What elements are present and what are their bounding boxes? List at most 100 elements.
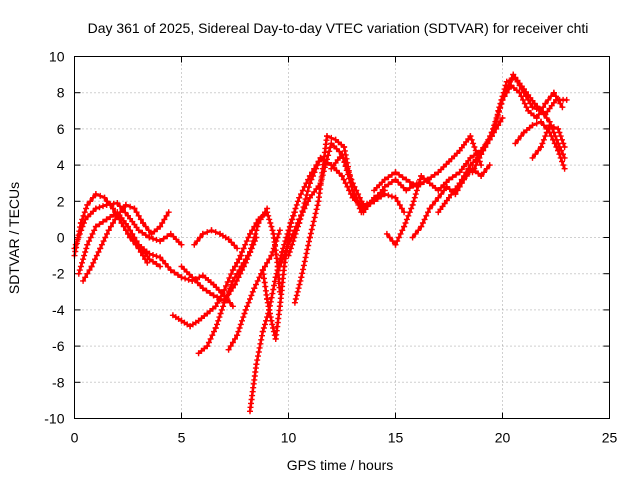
data-point-marker [293, 227, 300, 234]
data-point-marker [308, 226, 315, 233]
data-point-marker [394, 238, 401, 245]
data-point-marker [401, 223, 408, 230]
data-point-marker [291, 299, 298, 306]
data-point-marker [223, 283, 229, 289]
data-point-marker [262, 263, 268, 270]
data-point-marker [478, 162, 485, 169]
data-point-marker [122, 201, 129, 208]
data-point-marker [146, 256, 153, 263]
data-point-marker [241, 310, 248, 317]
data-point-marker [398, 205, 405, 212]
data-point-marker [340, 154, 347, 161]
data-point-marker [157, 263, 164, 270]
data-point-marker [412, 230, 419, 237]
series-trace-3 [80, 201, 172, 284]
data-point-marker [491, 122, 498, 129]
data-point-marker [215, 317, 222, 324]
data-point-marker [298, 212, 305, 219]
data-point-marker [251, 285, 258, 292]
data-point-marker [308, 176, 315, 183]
data-point-marker [341, 147, 348, 154]
data-point-marker [226, 275, 233, 281]
data-point-marker [298, 191, 304, 198]
data-point-marker [212, 229, 219, 236]
data-point-marker [238, 263, 245, 270]
data-point-marker [127, 227, 134, 234]
data-point-marker [346, 187, 353, 194]
data-point-marker [232, 263, 238, 270]
data-point-marker [266, 306, 273, 313]
data-point-marker [165, 209, 172, 216]
data-point-marker [140, 220, 146, 226]
data-point-marker [82, 249, 89, 255]
data-point-marker [303, 250, 310, 257]
data-point-marker [224, 279, 231, 285]
data-point-marker [411, 194, 418, 201]
data-point-marker [307, 230, 314, 237]
data-point-marker [229, 339, 236, 346]
data-point-marker [392, 194, 399, 201]
data-point-marker [100, 218, 106, 225]
data-point-marker [239, 317, 245, 324]
data-point-marker [237, 252, 244, 259]
data-point-marker [276, 227, 283, 234]
data-point-marker [426, 205, 433, 212]
data-point-marker [483, 165, 490, 172]
data-point-marker [174, 271, 181, 278]
data-point-marker [273, 270, 280, 277]
data-point-marker [249, 227, 256, 234]
data-point-marker [252, 230, 259, 237]
data-point-marker [349, 180, 356, 187]
data-point-marker [497, 100, 504, 107]
data-point-marker [461, 173, 467, 179]
data-point-marker [81, 209, 88, 216]
data-point-marker [486, 162, 493, 169]
data-point-marker [449, 174, 456, 181]
data-point-marker [405, 212, 412, 219]
data-point-marker [112, 216, 119, 223]
data-point-marker [145, 227, 152, 234]
data-point-marker [264, 259, 271, 266]
series-trace-25 [529, 122, 568, 161]
data-point-marker [533, 120, 540, 127]
data-point-marker [93, 252, 100, 259]
data-point-marker [396, 201, 403, 208]
y-tick-label: 0 [57, 230, 65, 246]
data-point-marker [555, 96, 562, 103]
data-point-marker [305, 242, 312, 249]
data-point-marker [153, 261, 160, 267]
data-point-marker [408, 205, 415, 212]
data-point-marker [80, 256, 87, 263]
data-point-marker [253, 220, 260, 226]
data-point-marker [217, 310, 224, 317]
data-point-marker [227, 285, 233, 292]
data-point-marker [249, 241, 256, 248]
plot-frame [74, 56, 610, 419]
data-point-marker [270, 325, 277, 331]
data-point-marker [204, 343, 211, 350]
data-point-marker [101, 194, 108, 201]
data-point-marker [268, 317, 275, 324]
data-point-marker [563, 96, 570, 103]
data-point-marker [162, 260, 169, 267]
data-point-marker [360, 201, 367, 208]
data-point-marker [550, 136, 556, 143]
data-point-marker [274, 267, 281, 274]
data-point-marker [159, 220, 166, 226]
data-point-marker [538, 144, 544, 150]
data-point-marker [471, 165, 478, 172]
data-point-marker [229, 303, 236, 310]
data-point-marker [245, 234, 252, 241]
data-point-marker [421, 216, 428, 223]
data-point-marker [403, 216, 410, 223]
series-trace-6 [169, 252, 245, 330]
data-point-marker [425, 209, 431, 216]
data-point-marker [358, 198, 365, 205]
data-point-marker [458, 176, 465, 183]
data-point-marker [251, 234, 258, 241]
data-point-marker [542, 100, 549, 107]
data-point-marker [381, 183, 388, 190]
data-point-marker [523, 93, 529, 100]
data-point-marker [150, 252, 156, 258]
x-axis-label: GPS time / hours [287, 457, 394, 473]
